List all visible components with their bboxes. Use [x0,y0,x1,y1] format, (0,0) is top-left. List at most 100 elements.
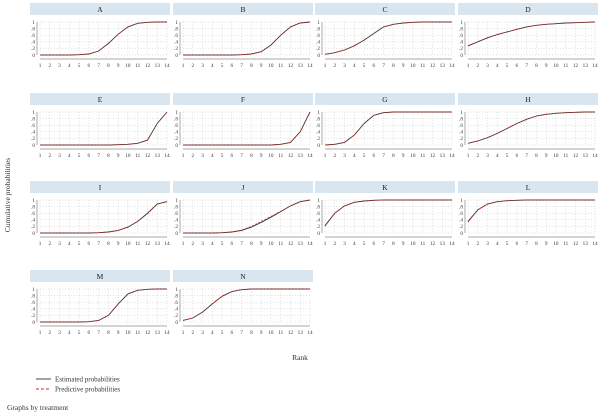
panel-b: B0.2.4.6.811 2 3 4 5 6 7 8 9 10 11 12 13 14 [173,3,313,69]
x-tick-label: 10 [553,241,559,247]
x-tick-label: 6 [88,153,91,159]
y-tick-label: .4 [316,130,320,136]
x-tick-label: 1 [39,153,42,159]
x-tick-label: 13 [440,63,446,69]
y-tick-label: .2 [459,46,463,52]
panel-header [30,93,170,105]
x-tick-label: 4 [211,241,214,247]
y-tick-label: .2 [31,136,35,142]
y-tick-label: 1 [175,20,178,26]
y-tick-label: .6 [31,33,35,39]
y-tick-label: .4 [31,218,35,224]
x-tick-label: 7 [97,153,100,159]
x-tick-label: 2 [48,153,51,159]
panel-n: N0.2.4.6.811 2 3 4 5 6 7 8 9 10 11 12 13 14 [173,270,313,336]
x-tick-label: 5 [78,330,81,336]
x-tick-label: 6 [88,63,91,69]
legend-label: Estimated probabilities [55,376,120,384]
panel-m: M0.2.4.6.811 2 3 4 5 6 7 8 9 10 11 12 13 14 [30,270,170,336]
x-tick-label: 13 [583,153,589,159]
x-tick-label: 11 [563,63,568,69]
y-tick-label: .4 [459,218,463,224]
y-tick-label: .2 [174,313,178,319]
x-tick-label: 4 [211,63,214,69]
x-tick-label: 2 [191,330,194,336]
panel-title: K [382,183,388,192]
x-tick-label: 4 [496,153,499,159]
panel-title: I [99,183,102,192]
x-tick-label: 3 [201,63,204,69]
panel-header [315,181,455,193]
x-tick-label: 2 [48,241,51,247]
x-tick-label: 6 [373,63,376,69]
x-tick-label: 6 [516,153,519,159]
x-tick-label: 5 [221,153,224,159]
y-tick-label: .4 [31,40,35,46]
x-tick-label: 14 [592,63,598,69]
panel-header [173,270,313,282]
legend: Estimated probabilities Predictive probab… [36,376,120,394]
panel-header [30,3,170,15]
y-tick-label: 0 [460,53,463,59]
x-tick-label: 7 [240,330,243,336]
x-tick-label: 5 [221,330,224,336]
x-tick-label: 12 [145,63,151,69]
x-tick-label: 7 [525,153,528,159]
y-tick-label: .8 [174,204,178,210]
x-tick-label: 11 [420,241,425,247]
x-tick-label: 1 [467,241,470,247]
x-tick-label: 8 [107,63,110,69]
x-tick-label: 9 [117,330,120,336]
panel-title: L [526,183,531,192]
panel-header [173,3,313,15]
x-tick-label: 14 [164,330,170,336]
y-tick-label: .8 [31,26,35,32]
x-tick-label: 2 [191,63,194,69]
series-line-predictive [324,21,452,55]
x-tick-label: 8 [392,153,395,159]
series-line-estimated [324,111,452,146]
y-tick-label: .8 [31,204,35,210]
x-tick-label: 4 [68,330,71,336]
x-tick-label: 3 [58,330,61,336]
y-tick-label: .8 [459,116,463,122]
y-tick-label: .4 [174,218,178,224]
y-tick-label: .4 [174,130,178,136]
x-tick-label: 10 [268,241,274,247]
x-tick-label: 8 [392,241,395,247]
x-tick-label: 8 [250,241,253,247]
panel-header [30,181,170,193]
x-tick-label: 3 [201,153,204,159]
x-tick-label: 2 [476,63,479,69]
x-tick-label: 4 [68,153,71,159]
x-tick-label: 7 [240,241,243,247]
y-tick-label: .4 [316,40,320,46]
y-tick-label: 1 [460,20,463,26]
x-tick-label: 13 [155,241,161,247]
x-tick-label: 6 [373,241,376,247]
x-tick-label: 13 [440,153,446,159]
x-tick-label: 9 [117,241,120,247]
series-line-predictive [467,21,596,47]
panel-header [315,3,455,15]
y-tick-label: .6 [174,211,178,217]
y-tick-label: .8 [316,26,320,32]
x-tick-label: 7 [382,63,385,69]
x-tick-label: 11 [278,63,283,69]
y-tick-label: .6 [174,33,178,39]
x-tick-label: 9 [402,241,405,247]
x-tick-label: 11 [135,241,140,247]
y-tick-label: .6 [31,211,35,217]
x-tick-label: 8 [250,153,253,159]
y-tick-label: .8 [31,293,35,299]
y-tick-label: 1 [460,198,463,204]
x-tick-label: 5 [221,241,224,247]
x-tick-label: 4 [496,63,499,69]
x-tick-label: 1 [39,330,42,336]
y-tick-label: 1 [460,110,463,116]
series-line-predictive [183,111,311,146]
y-tick-label: .6 [459,33,463,39]
panel-d: D0.2.4.6.811 2 3 4 5 6 7 8 9 10 11 12 13 14 [458,3,598,69]
x-tick-label: 10 [410,153,416,159]
